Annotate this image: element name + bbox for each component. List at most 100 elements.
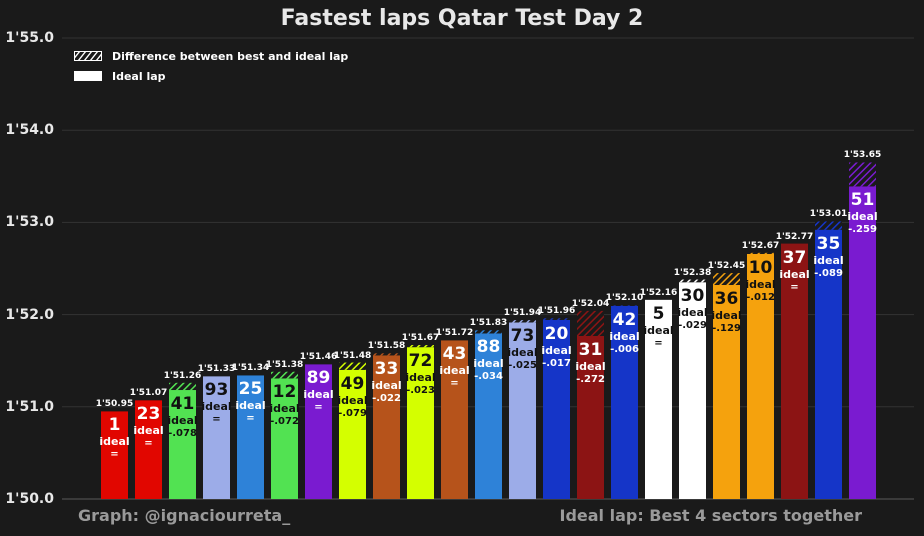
bar-ideal-12 [271,378,298,499]
difference-label: -.012 [746,291,775,303]
ideal-label: ideal [575,359,606,373]
lap-time-label: 1'51.58 [367,341,406,352]
ideal-label: ideal [507,346,538,360]
driver-number: 10 [748,257,773,278]
lap-time-label: 1'52.67 [741,240,780,251]
legend-label-difference: Difference between best and ideal lap [112,49,349,63]
driver-number: 23 [136,404,161,425]
lap-time-label: 1'51.72 [435,328,474,339]
driver-number: 5 [652,303,665,324]
bar-ideal-41 [169,390,196,499]
lap-time-label: 1'53.01 [809,209,848,220]
bar-layer [101,162,876,499]
driver-number: 20 [544,323,569,344]
driver-number: 72 [408,351,433,372]
difference-label: = [654,337,663,349]
ideal-label: ideal [371,379,402,393]
ideal-label: ideal [677,306,708,320]
difference-label: -.259 [848,224,877,236]
bar-ideal-93 [203,376,230,499]
bar-difference-51 [849,162,876,187]
legend-hatch-swatch [74,51,102,61]
difference-label: = [110,449,119,461]
lap-time-label: 1'52.10 [605,293,644,304]
bar-ideal-37 [781,243,808,499]
bar-ideal-72 [407,347,434,499]
bar-ideal-43 [441,340,468,499]
driver-number: 31 [578,339,603,360]
footer-credit: Graph: @ignaciourreta_ [78,506,291,525]
difference-label: -.079 [338,407,367,419]
bar-difference-73 [509,320,536,323]
difference-label: -.072 [270,416,299,428]
y-tick-label: 1'53.0 [5,214,54,231]
driver-number: 41 [170,394,195,415]
ideal-label: ideal [541,343,572,357]
y-tick-label: 1'52.0 [5,306,54,323]
bar-difference-35 [815,221,842,230]
footer-note: Ideal lap: Best 4 sectors together [559,506,862,525]
y-tick-label: 1'50.0 [5,491,54,507]
ideal-label: ideal [405,371,436,385]
legend-item-ideal: Ideal lap [74,66,348,86]
lap-time-label: 1'52.04 [571,298,610,309]
ideal-label: ideal [99,435,130,449]
lap-time-label: 1'51.07 [129,388,168,399]
lap-time-label: 1'51.26 [163,370,202,381]
bar-ideal-33 [373,355,400,499]
lap-time-label: 1'51.96 [537,306,576,317]
bar-ideal-42 [611,305,638,499]
bar-difference-42 [611,305,638,306]
difference-label: = [314,402,323,414]
lap-time-label: 1'51.46 [299,352,338,363]
bar-ideal-20 [543,319,570,499]
driver-number: 73 [510,326,535,347]
difference-label: -.078 [168,428,197,440]
bar-ideal-89 [305,364,332,499]
lap-time-label: 1'52.38 [673,267,712,278]
legend: Difference between best and ideal lap Id… [74,46,348,86]
driver-number: 49 [340,373,365,394]
ideal-label: ideal [711,309,742,322]
legend-item-difference: Difference between best and ideal lap [74,46,348,66]
difference-label: = [246,413,255,425]
lap-time-label: 1'53.65 [843,150,882,161]
y-tick-label: 1'54.0 [5,122,54,139]
bar-difference-36 [713,273,740,286]
ideal-label: ideal [133,424,164,438]
bar-difference-41 [169,382,196,391]
chart-title: Fastest laps Qatar Test Day 2 [280,6,644,31]
lap-time-label: 1'52.16 [639,287,678,298]
bar-ideal-31 [577,335,604,499]
driver-number: 88 [476,337,501,358]
bar-difference-72 [407,345,434,348]
ideal-label: ideal [439,364,470,378]
difference-label: -.017 [542,357,571,369]
difference-label: -.272 [576,373,605,385]
lap-time-label: 1'51.67 [401,333,440,344]
bar-ideal-51 [849,186,876,499]
driver-number: 51 [850,190,875,211]
difference-label: -.089 [814,267,843,279]
bar-ideal-23 [135,400,162,499]
lap-time-label: 1'51.94 [503,308,542,319]
driver-number: 36 [714,289,739,309]
legend-solid-swatch [74,71,102,81]
ideal-label: ideal [235,399,266,413]
bar-difference-49 [339,362,366,370]
lap-time-label: 1'50.95 [95,399,134,410]
driver-number: 33 [374,359,399,380]
bar-ideal-36 [713,285,740,499]
lap-time-label: 1'51.83 [469,318,508,329]
ideal-label: ideal [779,267,810,281]
bar-ideal-35 [815,229,842,499]
difference-label: -.034 [474,371,503,383]
difference-label: -.025 [508,360,537,372]
driver-number: 43 [442,344,467,365]
driver-number: 1 [108,415,121,436]
difference-label: -.022 [372,393,401,405]
ideal-label: ideal [643,323,674,337]
driver-number: 12 [272,382,297,403]
ideal-label: ideal [269,402,300,416]
difference-label: = [144,438,153,450]
